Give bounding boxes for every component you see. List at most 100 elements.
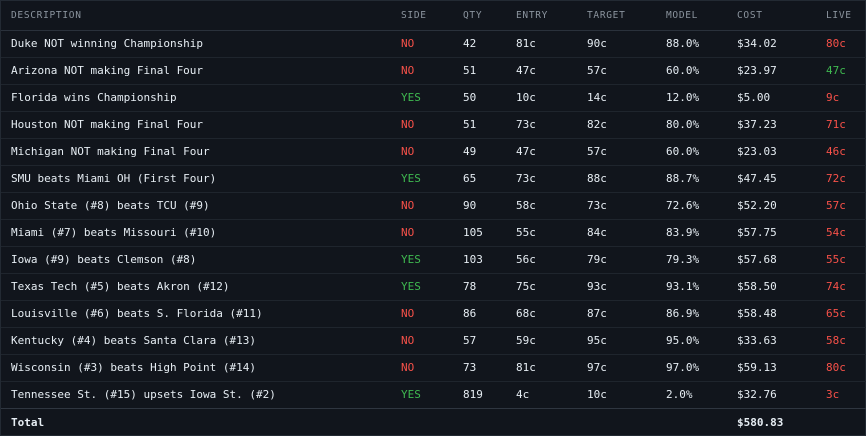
table-row[interactable]: Iowa (#9) beats Clemson (#8) YES 103 56c 79c… (1, 246, 866, 273)
cell-model: 72.6% (666, 199, 700, 212)
table-body: Duke NOT winning Championship NO 42 81c 90c 8… (1, 30, 866, 408)
cell-cost: $32.76 (737, 388, 777, 401)
cell-live: 46c (826, 145, 846, 158)
cell-cost: $57.75 (737, 226, 777, 239)
cell-model: 12.0% (666, 91, 700, 104)
table-row[interactable]: Houston NOT making Final Four NO 51 73c 82c 8… (1, 111, 866, 138)
cell-side: NO (401, 307, 415, 320)
column-header-cost[interactable]: COST (737, 1, 826, 31)
table-footer: Total $580.83 (1, 408, 866, 436)
cell-model: 80.0% (666, 118, 700, 131)
table-row[interactable]: Miami (#7) beats Missouri (#10) NO 105 55c 8… (1, 219, 866, 246)
cell-model: 2.0% (666, 388, 693, 401)
cell-target: 57c (587, 64, 607, 77)
column-header-target[interactable]: TARGET (587, 1, 666, 31)
cell-cost: $23.03 (737, 145, 777, 158)
cell-live: 71c (826, 118, 846, 131)
cell-cost: $47.45 (737, 172, 777, 185)
cell-model: 95.0% (666, 334, 700, 347)
column-header-entry[interactable]: ENTRY (516, 1, 587, 31)
cell-model: 83.9% (666, 226, 700, 239)
cell-description: Duke NOT winning Championship (11, 37, 204, 50)
table-row[interactable]: Kentucky (#4) beats Santa Clara (#13) NO 5… (1, 327, 866, 354)
total-row: Total $580.83 (1, 408, 866, 436)
cell-target: 73c (587, 199, 607, 212)
cell-cost: $57.68 (737, 253, 777, 266)
table-row[interactable]: Ohio State (#8) beats TCU (#9) NO 90 58c 73c… (1, 192, 866, 219)
total-model-empty (666, 408, 737, 436)
cell-side: YES (401, 388, 421, 401)
cell-target: 97c (587, 361, 607, 374)
cell-entry: 4c (516, 388, 530, 401)
cell-entry: 73c (516, 172, 536, 185)
cell-description: Florida wins Championship (11, 91, 177, 104)
cell-cost: $58.48 (737, 307, 777, 320)
table-row[interactable]: Duke NOT winning Championship NO 42 81c 90c 8… (1, 30, 866, 57)
cell-side: NO (401, 334, 415, 347)
cell-description: Houston NOT making Final Four (11, 118, 204, 131)
cell-model: 88.7% (666, 172, 700, 185)
cell-entry: 68c (516, 307, 536, 320)
cell-model: 97.0% (666, 361, 700, 374)
cell-qty: 65 (463, 172, 477, 185)
total-live-empty (826, 408, 866, 436)
total-label: Total (11, 415, 45, 429)
cell-model: 93.1% (666, 280, 700, 293)
cell-entry: 59c (516, 334, 536, 347)
cell-qty: 49 (463, 145, 477, 158)
table-row[interactable]: Florida wins Championship YES 50 10c 14c 12.0… (1, 84, 866, 111)
cell-qty: 50 (463, 91, 477, 104)
total-qty-empty (463, 408, 516, 436)
cell-side: NO (401, 37, 415, 50)
cell-target: 84c (587, 226, 607, 239)
cell-qty: 78 (463, 280, 477, 293)
cell-qty: 819 (463, 388, 483, 401)
table-header: DESCRIPTION SIDE QTY ENTRY TARGET MODEL … (1, 1, 866, 31)
cell-live: 74c (826, 280, 846, 293)
cell-cost: $23.97 (737, 64, 777, 77)
cell-model: 60.0% (666, 145, 700, 158)
cell-description: Iowa (#9) beats Clemson (#8) (11, 253, 197, 266)
cell-description: Miami (#7) beats Missouri (#10) (11, 226, 217, 239)
cell-entry: 75c (516, 280, 536, 293)
column-header-side[interactable]: SIDE (401, 1, 463, 31)
table-row[interactable]: Arizona NOT making Final Four NO 51 47c 57c 6… (1, 57, 866, 84)
column-header-model[interactable]: MODEL (666, 1, 737, 31)
cell-cost: $37.23 (737, 118, 777, 131)
cell-target: 95c (587, 334, 607, 347)
table-row[interactable]: Wisconsin (#3) beats High Point (#14) NO 7… (1, 354, 866, 381)
table-row[interactable]: Texas Tech (#5) beats Akron (#12) YES 78 75… (1, 273, 866, 300)
table-row[interactable]: SMU beats Miami OH (First Four) YES 65 73c 8… (1, 165, 866, 192)
cell-side: NO (401, 118, 415, 131)
cell-description: Louisville (#6) beats S. Florida (#11) (11, 307, 263, 320)
cell-side: NO (401, 361, 415, 374)
cell-qty: 42 (463, 37, 477, 50)
cell-description: Ohio State (#8) beats TCU (#9) (11, 199, 210, 212)
cell-description: Texas Tech (#5) beats Akron (#12) (11, 280, 230, 293)
cell-entry: 56c (516, 253, 536, 266)
cell-qty: 51 (463, 118, 477, 131)
column-header-qty[interactable]: QTY (463, 1, 516, 31)
cell-qty: 86 (463, 307, 477, 320)
cell-entry: 47c (516, 145, 536, 158)
cell-cost: $52.20 (737, 199, 777, 212)
column-header-live[interactable]: LIVE (826, 1, 866, 31)
cell-side: NO (401, 226, 415, 239)
total-side-empty (401, 408, 463, 436)
cell-entry: 55c (516, 226, 536, 239)
table-row[interactable]: Michigan NOT making Final Four NO 49 47c 57c… (1, 138, 866, 165)
table-row[interactable]: Tennessee St. (#15) upsets Iowa St. (#2)… (1, 381, 866, 408)
cell-description: Tennessee St. (#15) upsets Iowa St. (#2) (11, 388, 276, 401)
cell-live: 58c (826, 334, 846, 347)
cell-qty: 57 (463, 334, 477, 347)
cell-side: NO (401, 64, 415, 77)
table-row[interactable]: Louisville (#6) beats S. Florida (#11) NO… (1, 300, 866, 327)
column-header-description[interactable]: DESCRIPTION (1, 1, 401, 31)
cell-target: 88c (587, 172, 607, 185)
cell-model: 60.0% (666, 64, 700, 77)
cell-entry: 58c (516, 199, 536, 212)
cell-live: 80c (826, 361, 846, 374)
cell-description: SMU beats Miami OH (First Four) (11, 172, 217, 185)
cell-cost: $59.13 (737, 361, 777, 374)
